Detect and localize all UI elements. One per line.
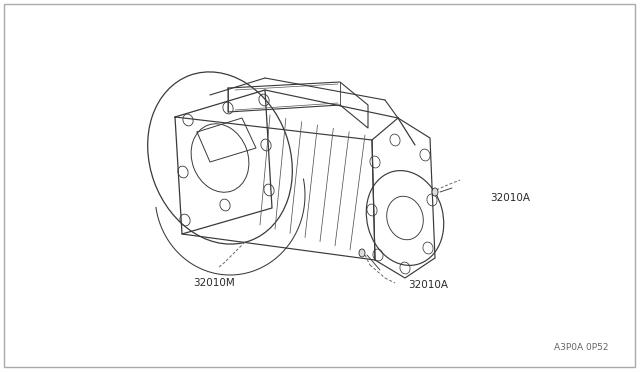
Ellipse shape [432, 188, 438, 196]
Text: 32010M: 32010M [193, 278, 235, 288]
Text: 32010A: 32010A [490, 193, 530, 203]
Text: 32010A: 32010A [408, 280, 448, 290]
Ellipse shape [359, 249, 365, 257]
Text: A3P0A 0P52: A3P0A 0P52 [554, 343, 609, 353]
